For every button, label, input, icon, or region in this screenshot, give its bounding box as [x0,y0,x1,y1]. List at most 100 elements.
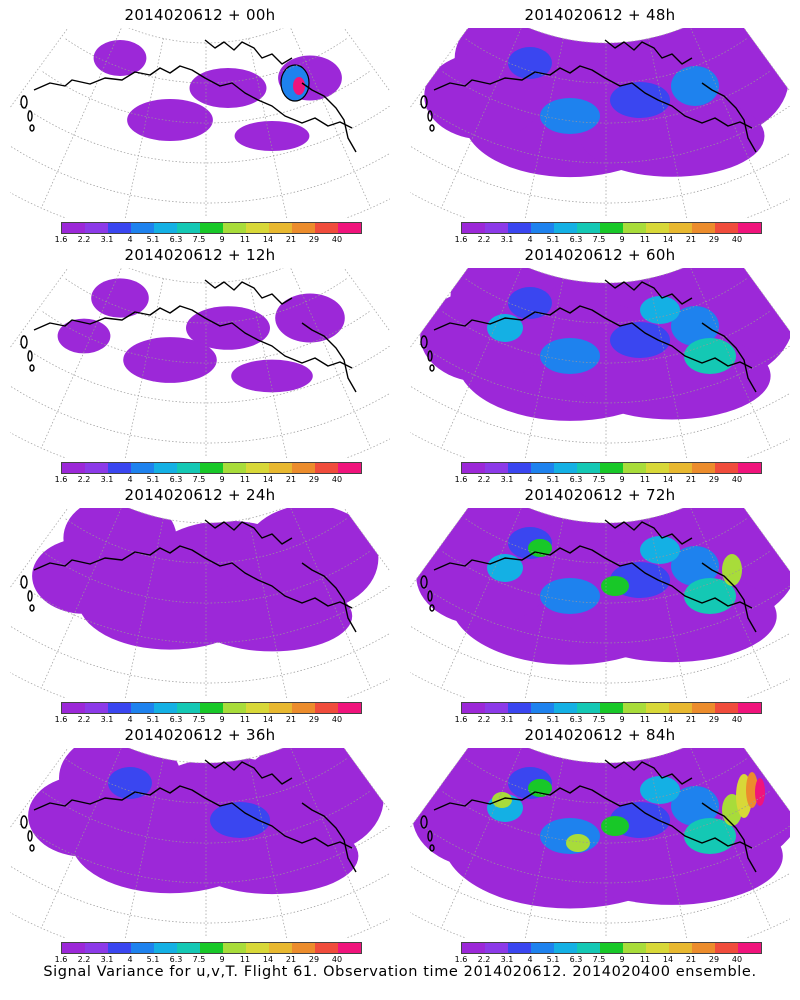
colorbar-labels: 1.6 2.2 3.1 4 5.1 6.3 7.5 9 11 14 21 29 40 [455,475,761,485]
colorbar-swatch [646,703,669,713]
colorbar-swatch [508,943,531,953]
colorbar-tick-label: 6.3 [569,955,583,964]
colorbar-tick-label: 40 [331,235,343,244]
polar-map [10,268,390,458]
colorbar-swatch [462,703,485,713]
variance-region [189,68,267,108]
colorbar-tick-label: 4 [127,715,133,724]
colorbar-swatch [108,463,131,473]
colorbar-tick-label: 29 [708,475,720,484]
forecast-panel: 2014020612 + 00h 1.6 2.2 3.1 4 5.1 6.3 7.5 9 11 14… [0,0,400,244]
colorbar-swatch [85,703,108,713]
colorbar-tick-label: 21 [285,955,297,964]
colorbar-swatch [200,703,223,713]
colorbar-swatch [669,463,692,473]
colorbar-swatch [646,943,669,953]
colorbar-tick-label: 21 [685,955,697,964]
colorbar-tick-label: 5.1 [546,715,560,724]
colorbar-swatch [269,223,292,233]
variance-region [91,278,149,318]
map-frame [410,28,790,218]
colorbar-tick-label: 21 [685,475,697,484]
colorbar-swatch [246,703,269,713]
colorbar-swatch [554,943,577,953]
colorbar-tick-label: 7.5 [592,715,606,724]
forecast-panel: 2014020612 + 72h 1.6 2.2 3.1 4 5.1 6.3 7.5 9 11 14… [400,480,800,724]
colorbar-tick-label: 2.2 [477,715,491,724]
colorbar-tick-label: 21 [285,475,297,484]
colorbar-tick-label: 14 [262,955,274,964]
variance-region [540,98,600,134]
colorbar-tick-label: 21 [685,235,697,244]
colorbar-tick-label: 9 [219,475,225,484]
colorbar-swatch [554,463,577,473]
colorbar-tick-label: 3.1 [100,715,114,724]
colorbar-tick-label: 1.6 [454,715,468,724]
variance-region [684,818,736,854]
panel-title: 2014020612 + 12h [124,246,276,264]
colorbar-labels: 1.6 2.2 3.1 4 5.1 6.3 7.5 9 11 14 21 29 40 [55,475,361,485]
variance-region [579,95,765,177]
variance-region [57,318,111,354]
colorbar-swatch [485,223,508,233]
colorbar-swatch [338,703,361,713]
colorbar-tick-label: 3.1 [500,955,514,964]
colorbar-swatch [669,703,692,713]
colorbar-tick-label: 11 [639,715,651,724]
colorbar-swatch [646,223,669,233]
variance-region [123,337,217,383]
colorbar-swatch [177,703,200,713]
colorbar-swatch [131,223,154,233]
map-frame [410,508,790,698]
forecast-panel: 2014020612 + 60h 1.6 2.2 3.1 4 5.1 6.3 7.5 9 11 14… [400,240,800,484]
colorbar-swatch [692,223,715,233]
map-frame [10,748,390,938]
variance-region [210,802,270,838]
variance-region [108,767,152,799]
coastline [20,519,357,633]
variance-region [671,66,719,106]
colorbar-tick-label: 6.3 [569,475,583,484]
forecast-panel: 2014020612 + 24h 1.6 2.2 3.1 4 5.1 6.3 7.5 9 11 14… [0,480,400,724]
colorbar-labels: 1.6 2.2 3.1 4 5.1 6.3 7.5 9 11 14 21 29 40 [55,235,361,245]
colorbar-tick-label: 3.1 [100,235,114,244]
colorbar-swatch [338,463,361,473]
colorbar-swatch [177,943,200,953]
graticule [410,268,790,458]
coastline [420,759,757,873]
variance-region [185,817,359,895]
colorbar-swatch [131,943,154,953]
colorbar-tick-label: 29 [308,955,320,964]
coastline [420,39,757,153]
colorbar-tick-label: 40 [331,715,343,724]
colorbar-swatch [62,463,85,473]
variance-region [755,778,765,806]
colorbar-swatch [85,223,108,233]
colorbar-swatch [338,223,361,233]
colorbar-tick-label: 5.1 [546,235,560,244]
colorbar-tick-label: 9 [619,955,625,964]
colorbar-tick-label: 14 [262,475,274,484]
colorbar-swatch [108,223,131,233]
colorbar-swatch [623,463,646,473]
panel-title: 2014020612 + 48h [524,6,676,24]
colorbar-swatch [223,223,246,233]
variance-region [275,293,345,343]
colorbar-tick-label: 4 [127,475,133,484]
colorbar-tick-label: 40 [731,235,743,244]
colorbar-swatch [462,463,485,473]
colorbar-swatch [131,463,154,473]
variance-region [671,306,719,346]
colorbar-tick-label: 1.6 [454,475,468,484]
colorbar-swatch [554,223,577,233]
colorbar-tick-label: 29 [708,955,720,964]
colorbar-tick-label: 5.1 [146,715,160,724]
colorbar [461,702,762,714]
variance-region [640,536,680,564]
colorbar-tick-label: 7.5 [192,715,206,724]
colorbar-tick-label: 4 [127,235,133,244]
colorbar-swatch [462,943,485,953]
colorbar-swatch [154,223,177,233]
colorbar-swatch [108,703,131,713]
colorbar-tick-label: 11 [639,955,651,964]
